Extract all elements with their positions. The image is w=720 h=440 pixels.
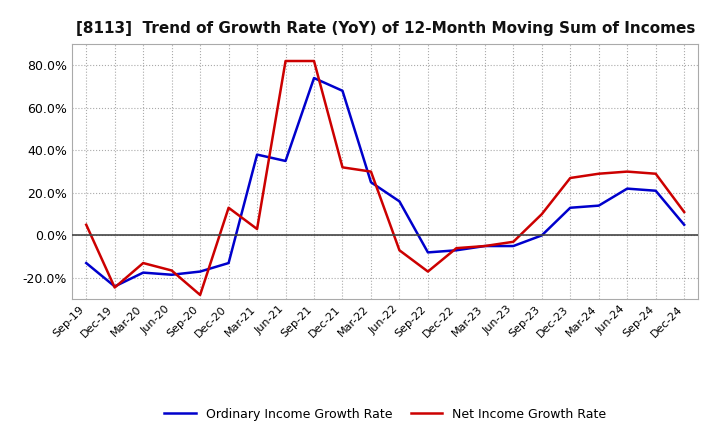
- Net Income Growth Rate: [395, 248, 404, 253]
- Net Income Growth Rate: [196, 292, 204, 297]
- Ordinary Income Growth Rate: [595, 203, 603, 208]
- Net Income Growth Rate: [423, 269, 432, 274]
- Line: Net Income Growth Rate: Net Income Growth Rate: [86, 61, 684, 295]
- Net Income Growth Rate: [338, 165, 347, 170]
- Net Income Growth Rate: [509, 239, 518, 245]
- Ordinary Income Growth Rate: [480, 243, 489, 249]
- Ordinary Income Growth Rate: [253, 152, 261, 157]
- Line: Ordinary Income Growth Rate: Ordinary Income Growth Rate: [86, 78, 684, 286]
- Net Income Growth Rate: [282, 59, 290, 64]
- Net Income Growth Rate: [595, 171, 603, 176]
- Net Income Growth Rate: [652, 171, 660, 176]
- Ordinary Income Growth Rate: [623, 186, 631, 191]
- Ordinary Income Growth Rate: [338, 88, 347, 93]
- Net Income Growth Rate: [110, 285, 119, 290]
- Ordinary Income Growth Rate: [225, 260, 233, 266]
- Ordinary Income Growth Rate: [196, 269, 204, 274]
- Ordinary Income Growth Rate: [509, 243, 518, 249]
- Ordinary Income Growth Rate: [110, 284, 119, 289]
- Legend: Ordinary Income Growth Rate, Net Income Growth Rate: Ordinary Income Growth Rate, Net Income …: [159, 403, 611, 425]
- Net Income Growth Rate: [253, 227, 261, 232]
- Ordinary Income Growth Rate: [282, 158, 290, 164]
- Net Income Growth Rate: [310, 59, 318, 64]
- Ordinary Income Growth Rate: [423, 250, 432, 255]
- Ordinary Income Growth Rate: [652, 188, 660, 194]
- Net Income Growth Rate: [680, 209, 688, 215]
- Ordinary Income Growth Rate: [310, 75, 318, 81]
- Net Income Growth Rate: [452, 246, 461, 251]
- Ordinary Income Growth Rate: [680, 222, 688, 227]
- Ordinary Income Growth Rate: [167, 272, 176, 277]
- Ordinary Income Growth Rate: [566, 205, 575, 210]
- Ordinary Income Growth Rate: [366, 180, 375, 185]
- Net Income Growth Rate: [167, 268, 176, 273]
- Net Income Growth Rate: [480, 243, 489, 249]
- Net Income Growth Rate: [225, 205, 233, 210]
- Ordinary Income Growth Rate: [452, 248, 461, 253]
- Ordinary Income Growth Rate: [537, 233, 546, 238]
- Ordinary Income Growth Rate: [82, 260, 91, 266]
- Net Income Growth Rate: [537, 212, 546, 217]
- Net Income Growth Rate: [82, 222, 91, 227]
- Net Income Growth Rate: [623, 169, 631, 174]
- Net Income Growth Rate: [139, 260, 148, 266]
- Net Income Growth Rate: [566, 175, 575, 180]
- Net Income Growth Rate: [366, 169, 375, 174]
- Ordinary Income Growth Rate: [395, 199, 404, 204]
- Ordinary Income Growth Rate: [139, 270, 148, 275]
- Title: [8113]  Trend of Growth Rate (YoY) of 12-Month Moving Sum of Incomes: [8113] Trend of Growth Rate (YoY) of 12-…: [76, 21, 695, 36]
